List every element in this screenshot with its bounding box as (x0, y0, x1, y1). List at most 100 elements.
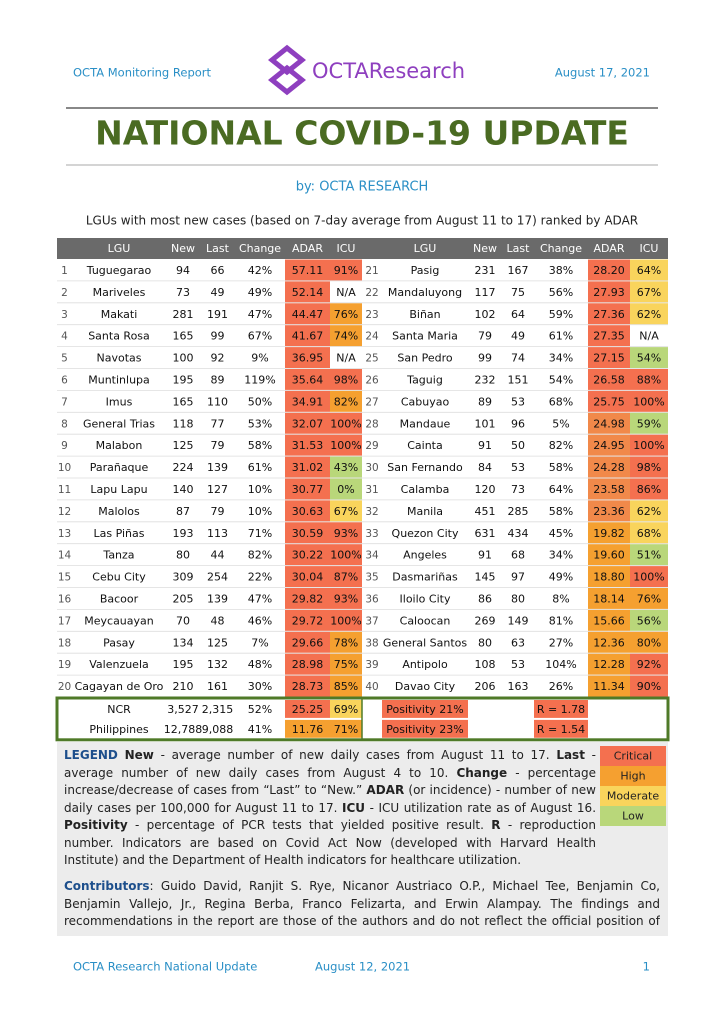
cell: San Fernando (387, 461, 463, 474)
summary-box (55, 696, 670, 742)
cell: N/A (639, 330, 659, 343)
cell: 34% (549, 352, 573, 365)
cell: 101 (475, 417, 496, 430)
cell: 15.66 (593, 614, 625, 627)
rank: 7 (61, 396, 68, 408)
cell: 86% (637, 483, 661, 496)
logo-mark (267, 44, 307, 96)
cell: Pasig (411, 264, 440, 277)
cell: Valenzuela (89, 658, 149, 671)
cell: 25.75 (593, 395, 625, 408)
column-header: ICU (640, 242, 659, 255)
rank: 39 (365, 659, 378, 671)
cell: 41.67 (292, 330, 324, 343)
cell-fill (630, 566, 668, 587)
cell-fill (330, 675, 362, 697)
cell: 80% (637, 636, 661, 649)
rank: 32 (365, 506, 378, 518)
cell: 19.82 (593, 527, 625, 540)
cell: 30.22 (292, 549, 324, 562)
summary-cell: NCR (107, 703, 131, 716)
cell: Imus (106, 395, 133, 408)
cell: 191 (207, 308, 228, 321)
cell: 165 (173, 330, 194, 343)
cell: 193 (173, 527, 194, 540)
cell-fill (588, 412, 630, 434)
cell-fill (330, 456, 362, 478)
cell: 12.28 (593, 658, 625, 671)
cell: 30% (248, 680, 272, 693)
cell: 84 (478, 461, 492, 474)
cell: 59% (549, 308, 573, 321)
cell-fill (382, 719, 468, 738)
table-caption: LGUs with most new cases (based on 7-day… (86, 214, 638, 228)
cell: 92 (211, 352, 225, 365)
cell: 47% (248, 308, 272, 321)
cell-fill (330, 719, 362, 738)
cell-fill (630, 303, 668, 325)
cell: 27.15 (593, 352, 625, 365)
cell: 139 (207, 461, 228, 474)
rank: 16 (58, 593, 72, 605)
cell: 195 (173, 373, 194, 386)
cell: Angeles (403, 549, 447, 562)
cell: 87 (176, 505, 190, 518)
cell-fill (630, 412, 668, 434)
cell-fill (285, 478, 330, 500)
cell: 77 (211, 417, 225, 430)
cell: 100% (330, 614, 361, 627)
cell-fill (330, 434, 362, 456)
rank: 24 (365, 331, 379, 343)
cell: 125 (173, 439, 194, 452)
cell-fill (588, 259, 630, 281)
cell: 93% (334, 527, 358, 540)
cell: 98% (637, 461, 661, 474)
cell: 165 (173, 395, 194, 408)
cell: 11.34 (593, 680, 625, 693)
cell-fill (330, 588, 362, 609)
cell: 8% (552, 592, 569, 605)
cell-fill (630, 631, 668, 653)
cell: Mariveles (93, 286, 146, 299)
cell: 61% (248, 461, 272, 474)
cell-fill (588, 390, 630, 412)
cell: Tanza (102, 549, 134, 562)
header-left: OCTA Monitoring Report (73, 66, 212, 80)
cell: Taguig (406, 373, 443, 386)
cell: Cebu City (92, 571, 146, 584)
cell: 12.36 (593, 636, 625, 649)
cell: Cagayan de Oro (75, 680, 164, 693)
cell: 29.72 (292, 614, 324, 627)
cell-fill (588, 347, 630, 368)
cell: 75% (334, 658, 358, 671)
cell: Santa Maria (392, 330, 458, 343)
rank: 31 (365, 484, 378, 496)
cell: 22% (248, 571, 272, 584)
cell: Las Piñas (94, 527, 145, 540)
rank: 15 (58, 572, 71, 584)
cell-fill (330, 303, 362, 325)
summary-cell: R = 1.54 (537, 723, 585, 736)
cell-fill (285, 303, 330, 325)
cell: 88% (637, 373, 661, 386)
cell: 82% (334, 395, 358, 408)
legend-key (600, 786, 666, 806)
cell: Makati (101, 308, 138, 321)
rank: 35 (365, 572, 378, 584)
column-header: ADAR (292, 242, 323, 255)
cell-fill (285, 412, 330, 434)
cell: 100% (633, 571, 664, 584)
cell-fill (330, 390, 362, 412)
cell: 53 (511, 395, 525, 408)
cell-fill (534, 719, 588, 738)
cell-fill (330, 369, 362, 390)
cell-fill (285, 369, 330, 390)
cell: 224 (173, 461, 194, 474)
cell: 74 (511, 352, 525, 365)
cell-fill (630, 434, 668, 456)
rank: 34 (365, 550, 379, 562)
cell: Malabon (96, 439, 143, 452)
cell: 47% (248, 592, 272, 605)
cell: 28.98 (292, 658, 324, 671)
